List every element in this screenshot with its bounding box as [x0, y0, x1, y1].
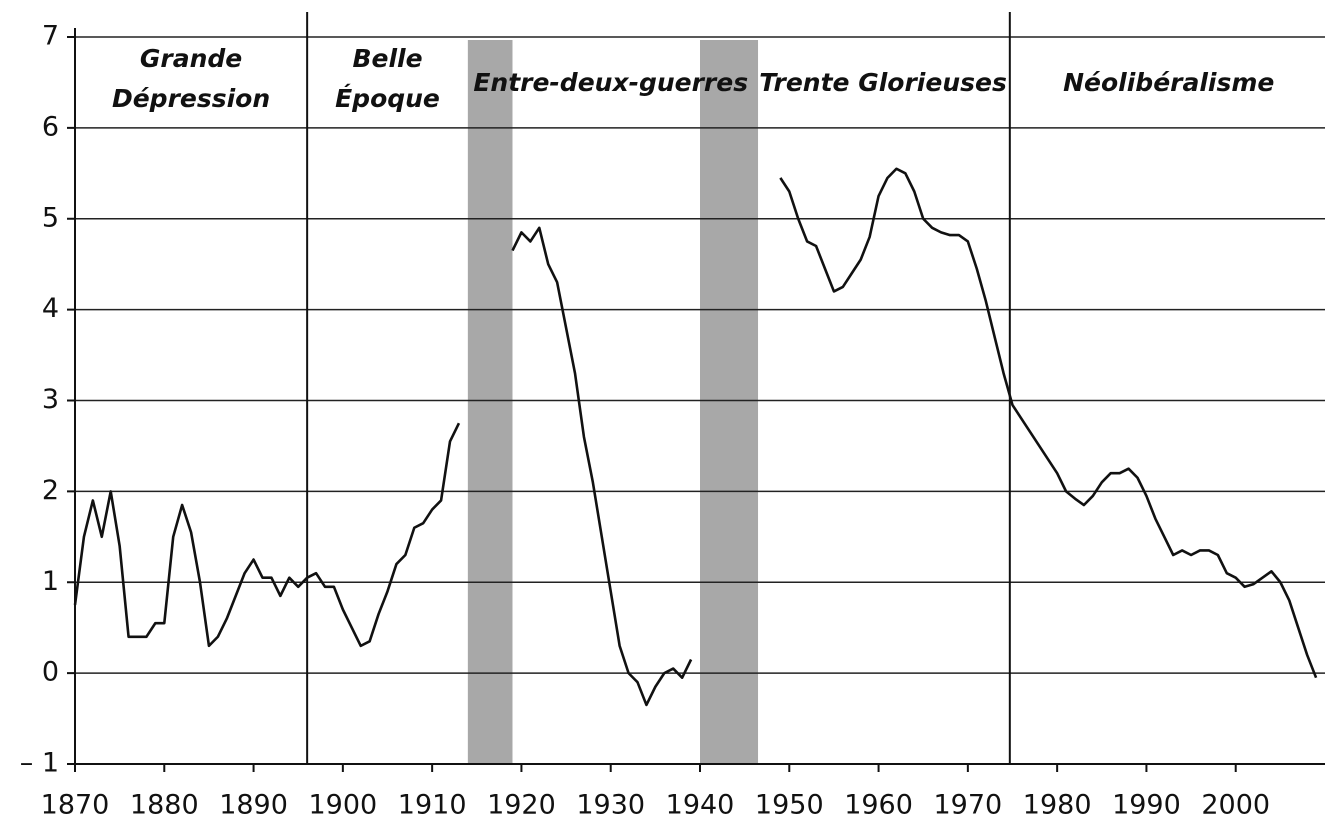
y-tick-label: 6	[42, 111, 59, 142]
x-tick-label: 1900	[308, 790, 377, 821]
y-tick-label: 0	[42, 657, 59, 688]
x-tick-label: 1930	[576, 790, 645, 821]
x-tick-label: 1880	[130, 790, 199, 821]
x-tick-label: 1910	[398, 790, 467, 821]
y-tick-label: – 1	[20, 748, 59, 779]
y-tick-label: 1	[42, 566, 59, 597]
period-label: Époque	[335, 84, 440, 113]
period-label: Entre-deux-guerres	[473, 68, 748, 97]
x-tick-label: 1990	[1112, 790, 1181, 821]
period-label: Néolibéralisme	[1063, 68, 1274, 97]
period-label: Trente Glorieuses	[759, 68, 1007, 97]
x-tick-label: 1950	[755, 790, 824, 821]
y-tick-label: 4	[42, 293, 59, 324]
y-tick-label: 2	[42, 475, 59, 506]
period-label: Dépression	[112, 84, 270, 113]
y-tick-label: 5	[42, 202, 59, 233]
x-tick-label: 1920	[487, 790, 556, 821]
x-tick-label: 1940	[666, 790, 735, 821]
x-tick-label: 1970	[933, 790, 1002, 821]
shaded-band	[700, 40, 759, 764]
period-label: Belle	[352, 44, 422, 73]
x-tick-label: 1890	[219, 790, 288, 821]
y-tick-label: 7	[42, 21, 59, 52]
shaded-band	[467, 40, 513, 764]
period-label: Grande	[140, 44, 242, 73]
x-tick-label: 1960	[844, 790, 913, 821]
x-tick-label: 2000	[1201, 790, 1270, 821]
x-tick-label: 1980	[1023, 790, 1092, 821]
y-tick-label: 3	[42, 384, 59, 415]
x-tick-label: 1870	[41, 790, 110, 821]
data-line	[73, 167, 1318, 707]
